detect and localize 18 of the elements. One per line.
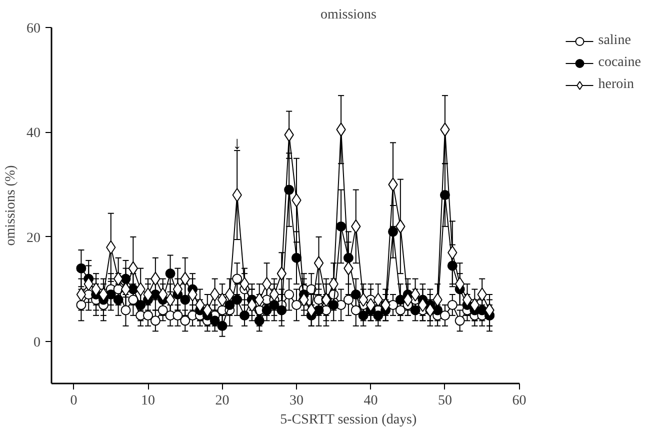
x-tick-label: 40 [364, 394, 378, 408]
x-tick-label: 20 [215, 394, 230, 408]
legend-label: heroin [598, 77, 634, 93]
x-tick-label: 30 [289, 394, 304, 408]
x-tick-label: 10 [141, 394, 156, 408]
legend-label: saline [598, 33, 631, 49]
y-tick-label: 40 [26, 126, 40, 142]
legend-label: cocaine [598, 55, 641, 71]
x-tick-label: 0 [70, 394, 78, 408]
annotation: ↓ [232, 133, 242, 154]
y-axis-title: omissions (%) [4, 164, 18, 246]
y-tick-label: 60 [26, 22, 40, 36]
y-tick-label: 20 [26, 230, 40, 246]
y-tick-label: 0 [34, 336, 40, 351]
x-axis-title: 5-CSRTT session (days) [280, 412, 417, 428]
x-tick-label: 50 [438, 394, 452, 408]
chart-title: omissions [320, 8, 377, 22]
x-tick-label: 60 [512, 394, 526, 408]
